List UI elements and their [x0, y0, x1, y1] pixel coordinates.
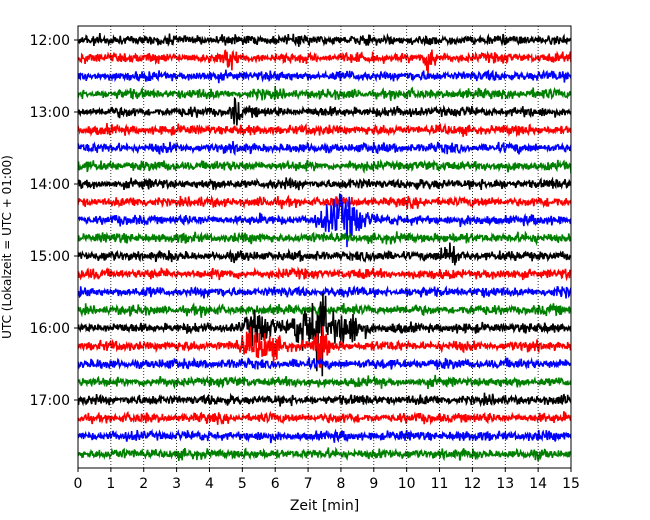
seismogram-trace — [78, 428, 571, 444]
seismogram-trace — [78, 266, 571, 282]
plot-frame — [77, 25, 572, 469]
seismogram-trace — [78, 193, 571, 248]
y-tick-label: 17:00 — [30, 393, 70, 409]
x-tick-label: 11 — [431, 476, 449, 492]
seismogram-trace — [78, 122, 571, 138]
seismogram-trace — [78, 293, 571, 377]
trace-layer — [78, 32, 571, 462]
seismogram-trace — [78, 141, 571, 157]
y-tick-label: 16:00 — [30, 321, 70, 337]
seismogram-trace — [78, 96, 571, 126]
x-tick-label: 0 — [74, 476, 83, 492]
y-tick-label: 14:00 — [30, 177, 70, 193]
x-tick-label: 3 — [172, 476, 181, 492]
x-tick-label: 8 — [336, 476, 345, 492]
seismogram-trace — [78, 158, 571, 174]
seismogram-trace — [78, 230, 571, 246]
seismogram-trace — [78, 356, 571, 371]
seismogram-trace — [78, 326, 571, 369]
seismogram-trace — [78, 285, 571, 299]
seismogram-trace — [78, 374, 571, 390]
x-tick-label: 13 — [496, 476, 514, 492]
y-axis: 12:00 13:00 14:00 15:00 16:00 17:00 — [30, 33, 78, 409]
seismogram-trace — [78, 32, 571, 48]
x-tick-label: 6 — [271, 476, 280, 492]
seismogram-trace — [78, 86, 571, 102]
x-tick-label: 15 — [562, 476, 580, 492]
y-tick-label: 13:00 — [30, 105, 70, 121]
seismogram-trace — [78, 242, 571, 266]
y-axis-label: UTC (Lokalzeit = UTC + 01:00) — [0, 155, 14, 339]
x-tick-label: 9 — [369, 476, 378, 492]
x-tick-label: 1 — [106, 476, 115, 492]
seismogram-trace — [78, 194, 571, 210]
x-axis: 0 1 2 3 4 5 6 7 8 9 10 11 12 13 14 15 — [74, 468, 580, 492]
x-axis-label: Zeit [min] — [290, 498, 359, 514]
x-tick-label: 12 — [463, 476, 481, 492]
x-tick-label: 7 — [304, 476, 313, 492]
y-tick-label: 12:00 — [30, 33, 70, 49]
x-tick-label: 10 — [398, 476, 416, 492]
x-tick-label: 4 — [205, 476, 214, 492]
seismogram-trace — [78, 392, 571, 408]
x-tick-label: 5 — [238, 476, 247, 492]
x-tick-label: 2 — [139, 476, 148, 492]
x-tick-label: 14 — [529, 476, 547, 492]
seismogram-trace — [78, 176, 571, 192]
seismogram-trace — [78, 49, 571, 76]
seismogram-trace — [78, 410, 571, 426]
seismogram-trace — [78, 69, 571, 84]
seismogram-trace — [78, 446, 571, 462]
y-tick-label: 15:00 — [30, 249, 70, 265]
